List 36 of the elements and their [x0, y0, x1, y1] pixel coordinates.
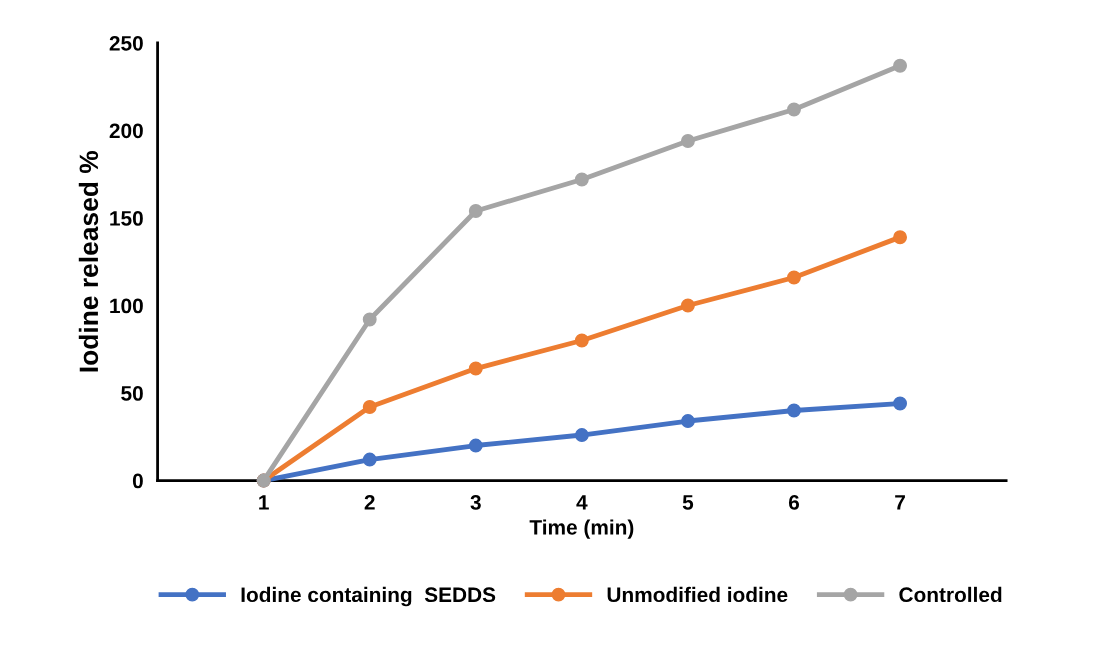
x-tick-label: 4 [576, 495, 588, 510]
point [680, 298, 695, 313]
legend-label: Iodine containing SEDDS [241, 586, 496, 607]
x-tick-label: 5 [682, 495, 694, 510]
x-tick-label: 1 [259, 495, 269, 510]
point [468, 361, 483, 376]
y-tick-label: 150 [110, 211, 143, 226]
point [574, 428, 589, 442]
point [893, 396, 908, 411]
y-tick-label: 0 [132, 473, 143, 489]
point [680, 414, 695, 428]
x-tick-label: 2 [364, 494, 375, 510]
x-tick-label: 3 [470, 494, 481, 510]
y-tick-label: 100 [110, 298, 143, 314]
point [362, 400, 377, 414]
x-tick-label: 7 [895, 495, 905, 510]
y-tick-label: 50 [121, 386, 143, 401]
legend-label: Unmodified iodine [607, 586, 788, 603]
y-tick-label: 200 [109, 123, 143, 139]
point [468, 204, 483, 218]
point [468, 438, 483, 453]
point [574, 172, 589, 187]
point [680, 134, 695, 148]
point [787, 270, 801, 285]
point [787, 102, 801, 117]
y-axis-title: Iodine released % [78, 150, 99, 372]
legend-label: Controlled [899, 586, 1002, 603]
x-tick-label: 6 [788, 494, 800, 510]
point [362, 452, 377, 467]
x-axis-title: Time (min) [529, 519, 634, 539]
point [893, 58, 908, 73]
point [893, 230, 908, 245]
point [574, 333, 589, 348]
point [787, 403, 801, 418]
point [362, 312, 377, 327]
y-tick-label: 250 [109, 35, 143, 51]
